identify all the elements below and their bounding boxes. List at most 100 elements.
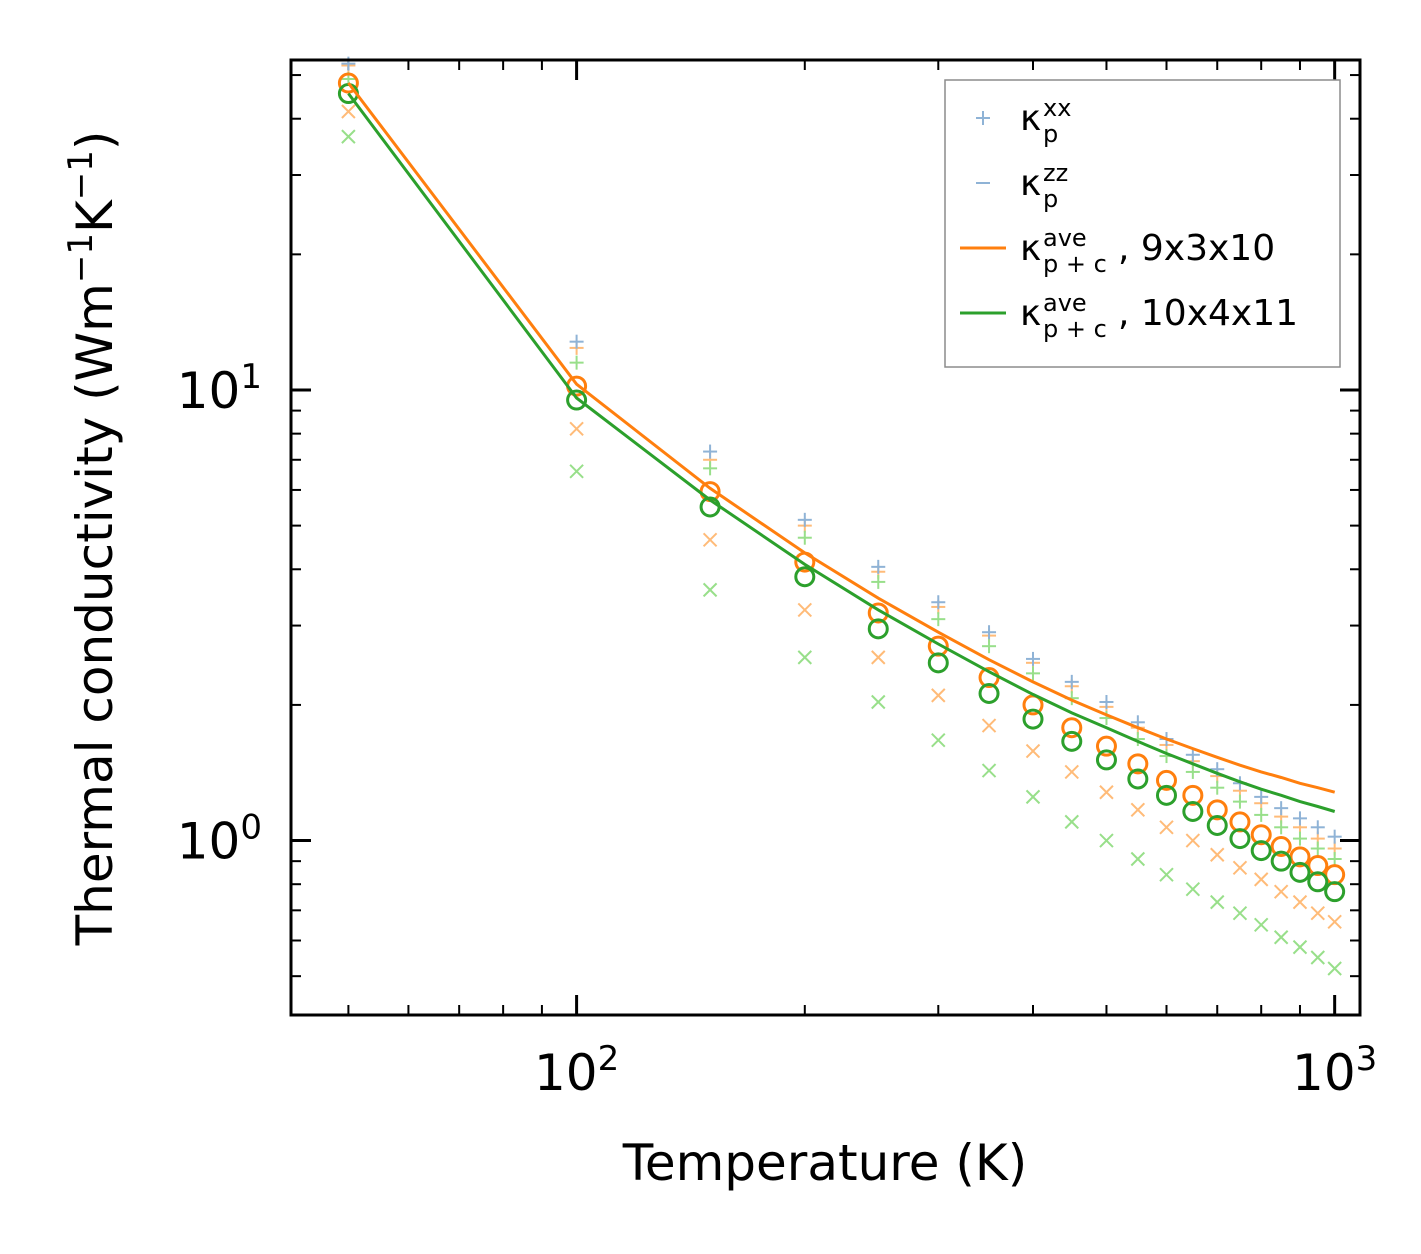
plus-point (1327, 851, 1342, 866)
plus-point (797, 530, 812, 545)
circle-point (1206, 814, 1228, 836)
y-tick-label-base: 10 (177, 362, 241, 420)
plus-point (1292, 811, 1307, 826)
circle-point (1206, 799, 1228, 821)
series-3 (341, 104, 1342, 930)
plus-point (1254, 789, 1269, 804)
cross-point-b (1185, 881, 1201, 897)
plus-point (931, 595, 946, 610)
circle-point (1022, 708, 1044, 730)
plus-point (871, 574, 886, 589)
cross-point (1185, 833, 1201, 848)
cross-point (1210, 894, 1225, 910)
cross-point (1327, 961, 1342, 976)
circle-point (1095, 735, 1117, 757)
cross-point (871, 694, 886, 710)
circle-point (1307, 855, 1329, 877)
series-7 (347, 82, 1336, 794)
y-tick-label: 101 (177, 357, 262, 420)
cross-point (1025, 789, 1041, 805)
legend-superscript: xx (1043, 94, 1071, 122)
y-axis-label-close: ) (66, 131, 124, 151)
plus-point (569, 355, 584, 370)
legend-superscript: ave (1043, 289, 1087, 317)
plus-point (1232, 794, 1247, 809)
plus-point (1292, 831, 1307, 846)
cross-point-b (871, 694, 886, 710)
legend-plus-marker (976, 111, 990, 125)
legend-label: κave p + c , 9x3x10 (1020, 224, 1275, 278)
cross-point (702, 582, 718, 598)
cross-point-b (1210, 847, 1225, 862)
circle-point (1127, 753, 1149, 775)
x-tick-label-exp: 2 (598, 1039, 620, 1079)
circle-point (1250, 824, 1272, 846)
legend-entry-1: κzz p (976, 159, 1068, 213)
plus-point (1025, 666, 1040, 681)
cross-point (1064, 764, 1079, 780)
cross-point-b (569, 464, 584, 479)
cross-point-b (341, 129, 356, 144)
plus-point (1327, 829, 1342, 844)
cross-point-b (931, 732, 946, 748)
cross-point-b (1064, 764, 1079, 780)
cross-point (1099, 785, 1114, 800)
legend-superscript: ave (1043, 224, 1087, 252)
cross-point-b (1210, 894, 1225, 910)
circle-point (1095, 749, 1117, 771)
cross-point (797, 602, 813, 618)
circle-point (867, 602, 889, 624)
cross-point-b (1327, 914, 1342, 930)
y-axis-label: Thermal conductivity (Wm−1K−1) (61, 131, 124, 947)
cross-point-b (981, 718, 997, 733)
cross-point-b (341, 104, 356, 119)
x-tick-label-exp: 3 (1356, 1039, 1378, 1079)
cross-point (341, 129, 356, 144)
legend-entry-0: κxx p (976, 94, 1071, 148)
cross-point-b (981, 763, 997, 778)
cross-point (797, 650, 813, 665)
cross-point (1159, 820, 1174, 835)
cross-point-b (1310, 950, 1325, 965)
cross-point (1253, 872, 1269, 887)
cross-point-b (569, 421, 584, 437)
legend-superscript: zz (1043, 159, 1068, 187)
cross-point (1130, 802, 1146, 818)
circle-point (1182, 800, 1204, 822)
circle-point (337, 72, 359, 94)
y-axis-label-unit: K (66, 199, 124, 233)
y-tick-label: 100 (177, 808, 262, 871)
cross-point (569, 464, 584, 479)
legend-subscript: p + c (1043, 315, 1107, 343)
cross-point (1185, 881, 1201, 897)
x-tick-label-base: 10 (1292, 1044, 1356, 1102)
plus-point (1064, 674, 1079, 689)
cross-point-b (1253, 917, 1269, 933)
circle-point (566, 389, 588, 411)
legend-label: κzz p (1020, 159, 1068, 213)
cross-point-b (1292, 939, 1308, 955)
series-4 (341, 129, 1342, 976)
legend-subscript: p + c (1043, 250, 1107, 278)
cross-point-b (871, 650, 886, 665)
legend-suffix: , 10x4x11 (1118, 293, 1298, 334)
circle-point (1250, 840, 1272, 862)
plus-point (703, 461, 718, 476)
plus-point (1274, 801, 1289, 816)
cross-point (1327, 914, 1342, 930)
circle-point (1061, 730, 1083, 752)
cross-point-b (1130, 802, 1146, 818)
legend-label: κave p + c , 10x4x11 (1020, 289, 1298, 343)
plus-point (931, 612, 946, 627)
legend-subscript: p (1043, 120, 1058, 148)
cross-point-b (1064, 814, 1079, 830)
cross-point-b (1099, 833, 1114, 848)
plot-frame (289, 58, 1362, 1017)
plus-point (1274, 820, 1289, 835)
cross-point (981, 763, 997, 778)
circle-point (1182, 784, 1204, 806)
circle-point (1324, 881, 1346, 903)
plus-point (569, 334, 584, 349)
